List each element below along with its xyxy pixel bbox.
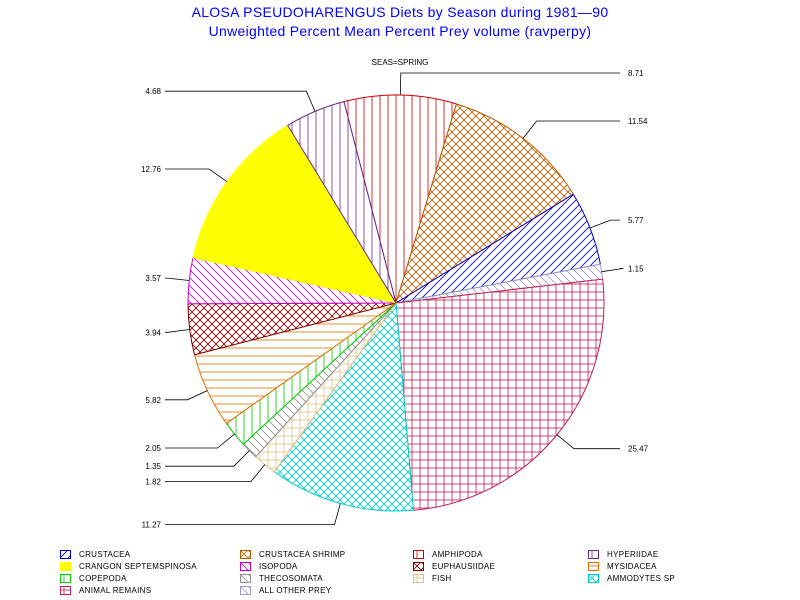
slice-value-label: 5.77 xyxy=(628,216,644,225)
legend-swatch xyxy=(240,549,251,559)
legend-label: ISOPODA xyxy=(259,561,298,571)
pie-slice-animal-remains xyxy=(395,278,605,511)
chart-title: ALOSA PSEUDOHARENGUS Diets by Season dur… xyxy=(191,4,609,20)
leader-line xyxy=(165,90,316,112)
legend-item: AMPHIPODA xyxy=(413,548,483,560)
legend-swatch xyxy=(588,549,599,559)
leader-line xyxy=(165,503,341,525)
leader-line xyxy=(165,168,228,183)
slice-value-label: 1.82 xyxy=(145,478,161,487)
leader-line xyxy=(165,277,190,281)
legend-swatch xyxy=(413,561,424,571)
legend-swatch xyxy=(240,573,251,583)
legend-item: CRUSTACEA xyxy=(60,548,130,560)
legend-row: CRANGON SEPTEMSPINOSA ISOPODA EUPHAUSIIDAE… xyxy=(60,560,800,572)
legend-swatch xyxy=(413,549,424,559)
pie-slice-hyperiidae xyxy=(287,101,397,304)
legend-label: CRUSTACEA SHRIMP xyxy=(259,549,346,559)
pie-slice-amphipoda xyxy=(343,94,458,305)
legend-row: ANIMAL REMAINS ALL OTHER PREY xyxy=(60,584,800,596)
legend-swatch xyxy=(60,573,71,583)
pie-slices xyxy=(187,94,605,512)
legend-label: CRUSTACEA xyxy=(79,549,131,559)
legend-label: CRANGON SEPTEMSPINOSA xyxy=(79,561,197,571)
legend-item: FISH xyxy=(413,572,451,584)
slice-value-label: 1.15 xyxy=(628,264,644,273)
legend-item: ALL OTHER PREY xyxy=(240,584,331,596)
slice-value-label: 1.35 xyxy=(145,462,161,471)
legend-swatch xyxy=(413,573,424,583)
legend-swatch xyxy=(60,585,71,595)
legend-label: AMMODYTES SP xyxy=(607,573,676,583)
legend-swatch xyxy=(588,573,599,583)
slice-value-label: 25.47 xyxy=(628,445,649,454)
leader-line xyxy=(601,267,624,273)
legend-item: EUPHAUSIIDAE xyxy=(413,560,495,572)
leader-line xyxy=(165,450,250,467)
legend-item: THECOSOMATA xyxy=(240,572,323,584)
legend-item: ANIMAL REMAINS xyxy=(60,584,151,596)
legend-row: CRUSTACEA CRUSTACEA SHRIMP AMPHIPODA HYPERI… xyxy=(60,548,800,560)
leader-line xyxy=(556,434,620,450)
legend-item: CRANGON SEPTEMSPINOSA xyxy=(60,560,197,572)
legend-item: ISOPODA xyxy=(240,560,298,572)
legend-label: ALL OTHER PREY xyxy=(259,585,332,595)
slice-value-label: 11.54 xyxy=(628,117,648,126)
chart-subtitle: Unweighted Percent Mean Percent Prey vol… xyxy=(208,23,592,39)
legend-item: COPEPODA xyxy=(60,572,127,584)
slice-value-label: 4.68 xyxy=(145,87,161,96)
pie-leader-lines xyxy=(165,72,624,525)
pie-slice-crustacea-shrimp xyxy=(395,103,574,305)
leader-line xyxy=(589,219,620,229)
leader-line xyxy=(165,464,266,482)
legend-swatch xyxy=(60,549,71,559)
leader-line xyxy=(522,120,620,139)
legend-item: CRUSTACEA SHRIMP xyxy=(240,548,345,560)
pie-value-labels: 8.71 11.54 5.77 1.15 25.47 11.27 1.82 1.35 2.05 5… xyxy=(141,69,649,530)
leader-line xyxy=(165,390,208,401)
legend-label: AMPHIPODA xyxy=(432,549,483,559)
slice-value-label: 8.71 xyxy=(628,69,644,78)
slice-value-label: 11.27 xyxy=(142,521,162,530)
legend-label: COPEPODA xyxy=(79,573,127,583)
panel-label: SEAS=SPRING xyxy=(371,58,429,67)
legend-swatch xyxy=(588,561,599,571)
slice-value-label: 12.76 xyxy=(141,165,162,174)
leader-line xyxy=(165,329,190,333)
leader-line xyxy=(165,433,235,449)
legend-label: HYPERIIDAE xyxy=(607,549,659,559)
legend: CRUSTACEA CRUSTACEA SHRIMP AMPHIPODA HYPERI… xyxy=(60,548,800,596)
slice-value-label: 5.82 xyxy=(145,396,161,405)
pie-chart: 8.71 11.54 5.77 1.15 25.47 11.27 1.82 1.35 2.05 5… xyxy=(141,69,649,530)
legend-label: THECOSOMATA xyxy=(259,573,323,583)
legend-label: MYSIDACEA xyxy=(607,561,657,571)
slice-value-label: 3.57 xyxy=(145,274,161,283)
legend-item: HYPERIIDAE xyxy=(588,548,658,560)
legend-item: MYSIDACEA xyxy=(588,560,657,572)
slice-value-label: 3.94 xyxy=(145,328,161,337)
legend-label: EUPHAUSIIDAE xyxy=(432,561,496,571)
legend-swatch xyxy=(60,561,71,571)
legend-item: AMMODYTES SP xyxy=(588,572,675,584)
slice-value-label: 2.05 xyxy=(145,444,161,453)
leader-line xyxy=(399,72,620,96)
legend-swatch xyxy=(240,585,251,595)
legend-row: COPEPODA THECOSOMATA FISH AMMODYTES SP xyxy=(60,572,800,584)
legend-label: ANIMAL REMAINS xyxy=(79,585,152,595)
legend-label: FISH xyxy=(432,573,452,583)
legend-swatch xyxy=(240,561,251,571)
pie-slice-ammodytes-sp xyxy=(273,301,414,512)
